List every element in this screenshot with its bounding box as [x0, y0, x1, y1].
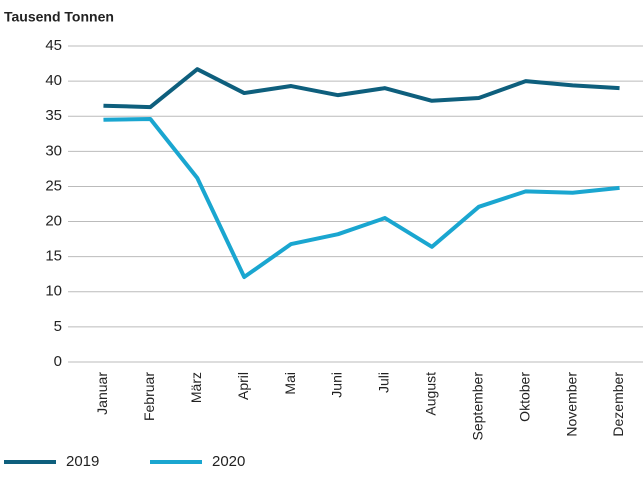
y-tick-label: 35: [45, 107, 62, 124]
y-tick-label: 5: [54, 318, 62, 335]
y-tick-label: 15: [45, 248, 62, 265]
x-tick-label: Oktober: [516, 372, 532, 422]
x-tick-label: Juli: [376, 372, 392, 393]
x-tick-label: September: [469, 372, 485, 441]
series-line: [103, 67, 620, 110]
y-tick-label: 20: [45, 213, 62, 230]
y-tick-label: 0: [54, 353, 62, 370]
y-tick-label: 25: [45, 177, 62, 194]
x-tick-label: Februar: [141, 372, 157, 421]
legend-label: 2020: [212, 453, 245, 470]
y-tick-label: 45: [45, 37, 62, 54]
x-tick-label: März: [188, 372, 204, 403]
x-tick-label: November: [563, 372, 579, 437]
legend-label: 2019: [66, 453, 99, 470]
x-tick-label: Juni: [329, 372, 345, 398]
y-tick-label: 40: [45, 72, 62, 89]
y-tick-label: 30: [45, 142, 62, 159]
y-tick-label: 10: [45, 283, 62, 300]
x-tick-label: Januar: [94, 372, 110, 415]
x-tick-label: August: [423, 372, 439, 416]
x-tick-label: Dezember: [610, 372, 626, 437]
x-tick-label: April: [235, 372, 251, 400]
axis-title: Tausend Tonnen: [4, 9, 114, 25]
series-line: [103, 117, 620, 280]
x-tick-label: Mai: [282, 372, 298, 395]
